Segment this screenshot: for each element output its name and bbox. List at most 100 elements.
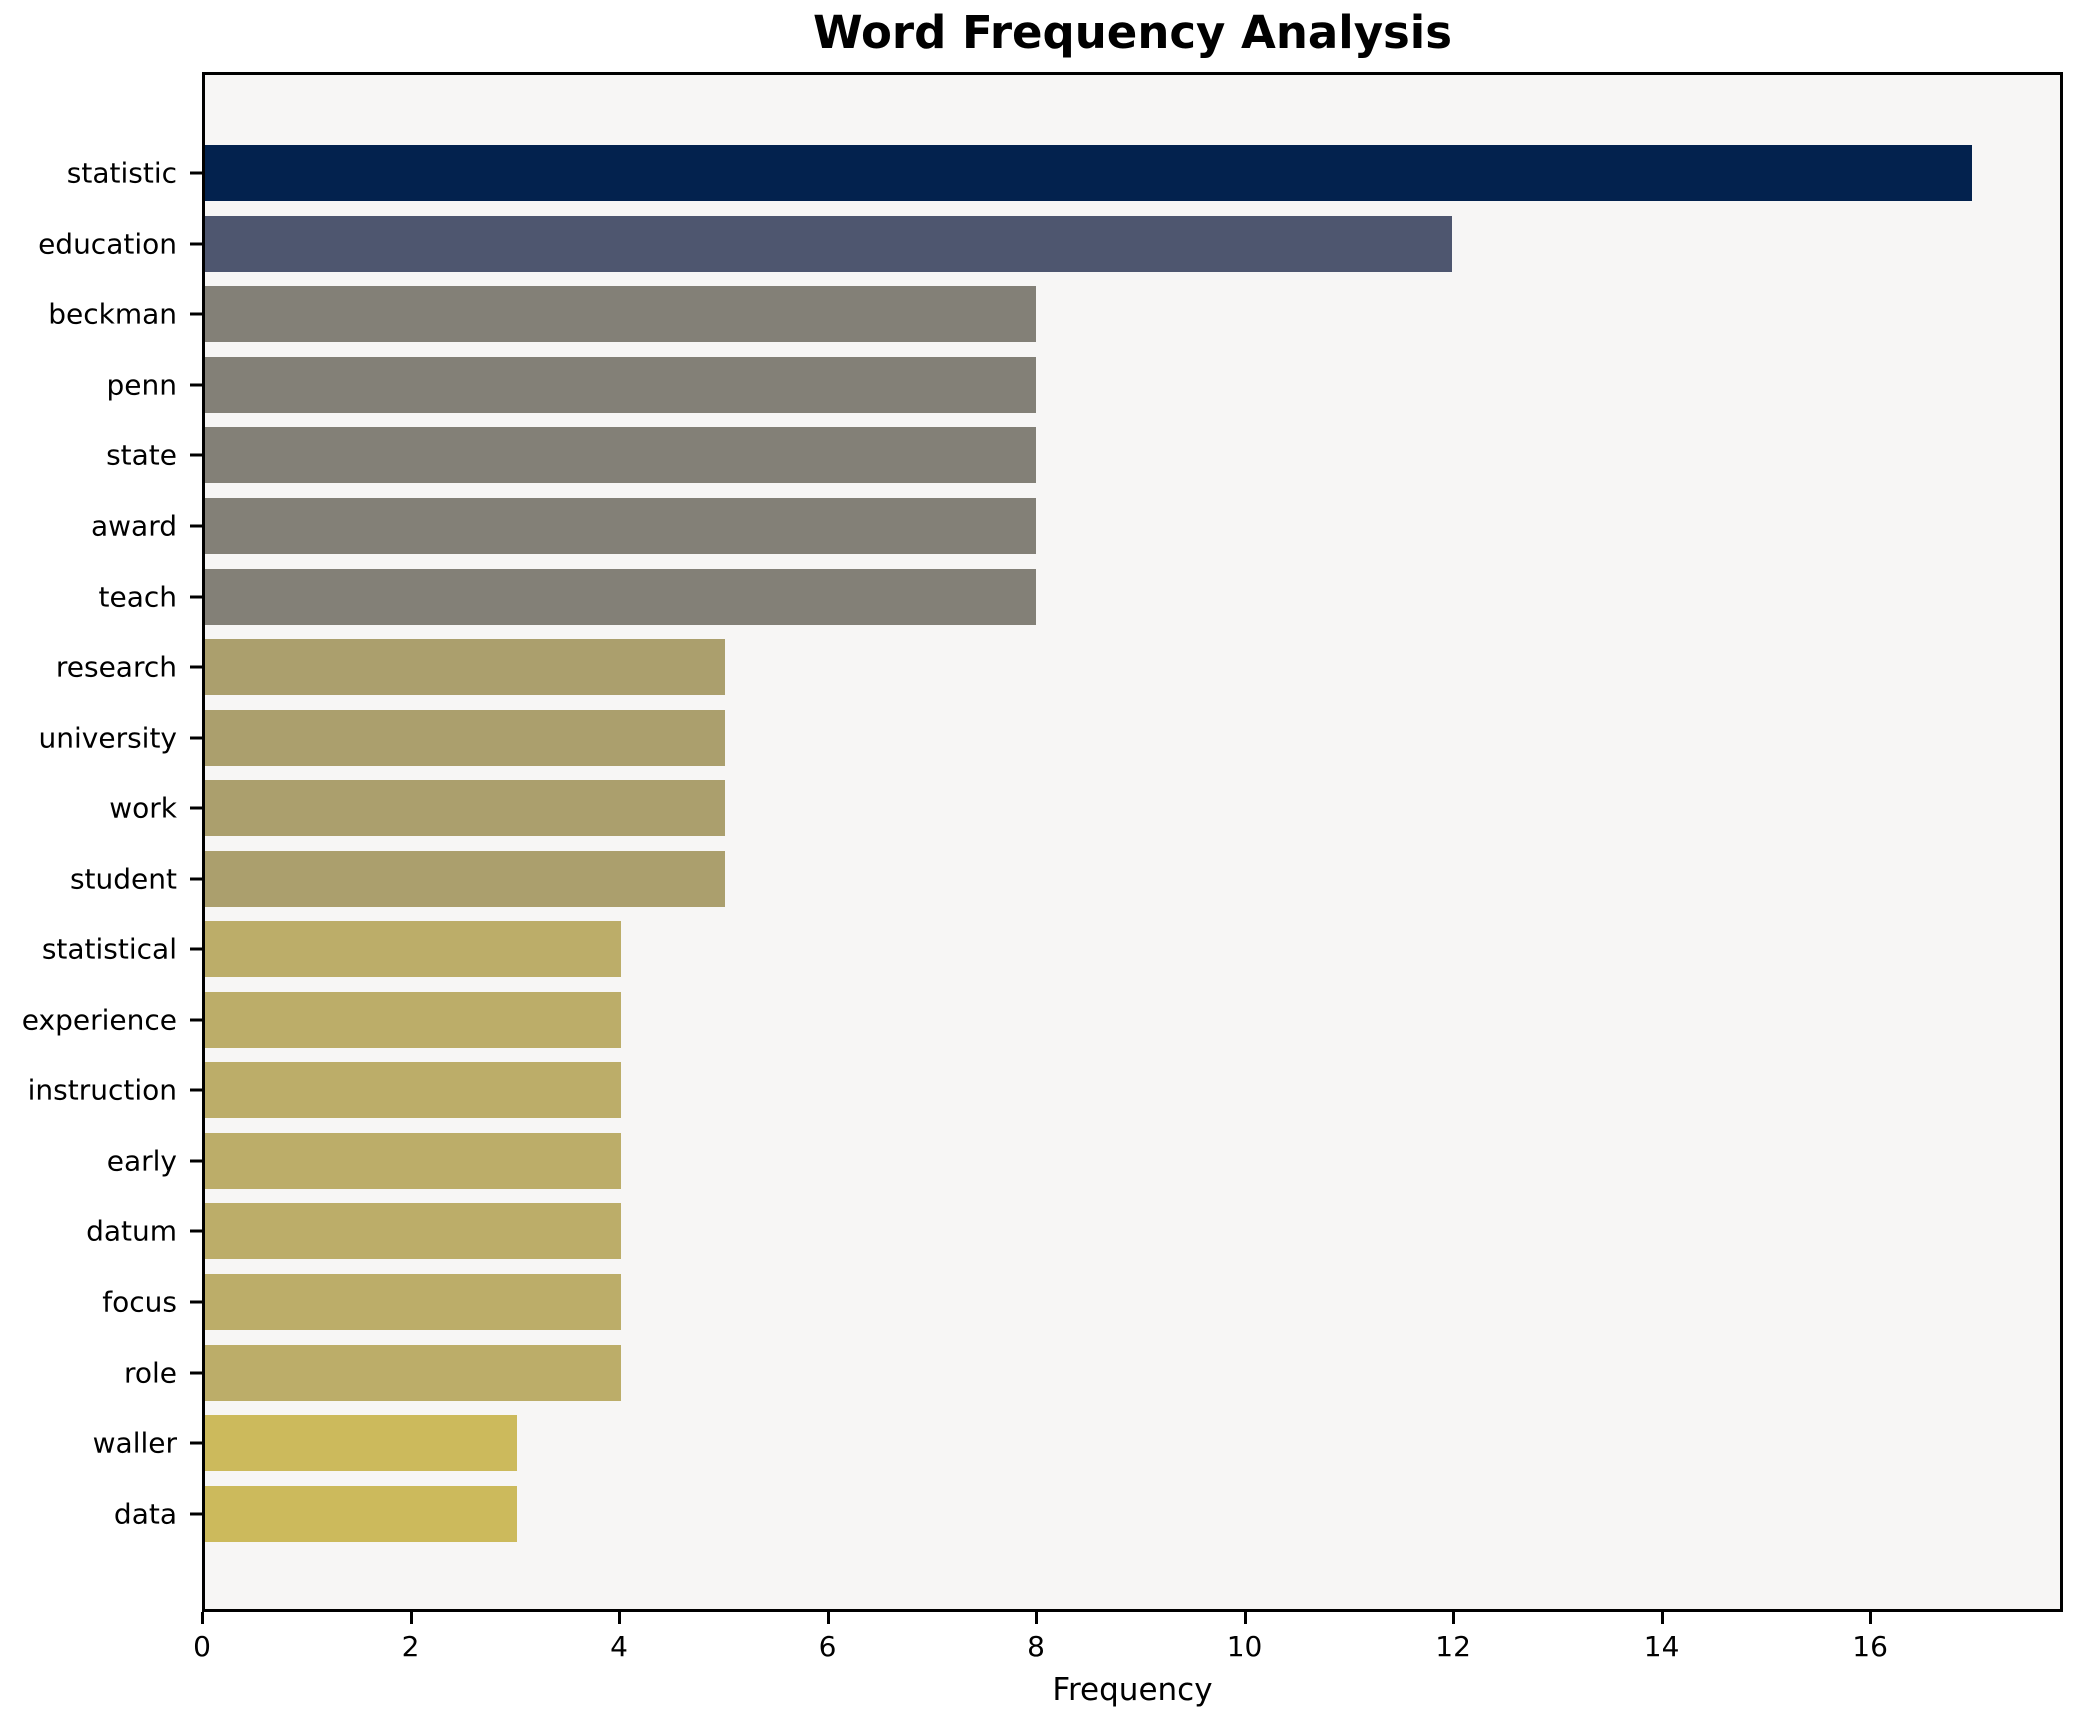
x-tick-label-16: 16 [1852, 1630, 1888, 1663]
bar-row-student: student [70, 843, 2060, 914]
bar-row-state: state [106, 420, 2060, 491]
y-tick-teach [190, 595, 202, 599]
y-tick-data [190, 1512, 202, 1516]
y-tick-focus [190, 1300, 202, 1304]
x-tick-mark-12 [1452, 1612, 1456, 1624]
bar-row-teach: teach [98, 561, 2060, 632]
bar-row-university: university [39, 702, 2060, 773]
x-tick-label-6: 6 [818, 1630, 837, 1663]
y-tick-work [190, 806, 202, 810]
bar-row-datum: datum [86, 1196, 2060, 1267]
y-tick-award [190, 524, 202, 528]
y-tick-experience [190, 1018, 202, 1022]
y-tick-research [190, 665, 202, 669]
bar-row-data: data [114, 1478, 2060, 1549]
chart-title: Word Frequency Analysis [812, 6, 1453, 59]
bar-education [205, 215, 1453, 272]
y-label-education: education [38, 227, 177, 261]
bar-teach [205, 568, 1037, 625]
y-label-penn: penn [106, 368, 178, 402]
y-label-teach: teach [98, 580, 177, 614]
bar-experience [205, 991, 621, 1048]
bar-statistical [205, 921, 621, 978]
x-tick-mark-2 [409, 1612, 413, 1624]
bar-datum [205, 1203, 621, 1260]
bar-row-beckman: beckman [48, 279, 2060, 350]
x-tick-label-12: 12 [1435, 1630, 1471, 1663]
y-label-state: state [106, 438, 177, 472]
y-label-research: research [55, 650, 177, 684]
x-tick-mark-10 [1243, 1612, 1247, 1624]
bar-row-statistical: statistical [42, 914, 2060, 985]
y-label-beckman: beckman [48, 297, 177, 331]
y-label-award: award [90, 509, 177, 543]
x-axis-label: Frequency [1052, 1672, 1213, 1708]
x-tick-mark-16 [1869, 1612, 1873, 1624]
x-tick-label-0: 0 [193, 1630, 211, 1663]
x-tick-label-4: 4 [610, 1630, 628, 1663]
x-tick-label-8: 8 [1027, 1630, 1045, 1663]
y-label-waller: waller [92, 1426, 177, 1460]
y-label-experience: experience [21, 1003, 177, 1037]
bar-early [205, 1132, 621, 1189]
bar-waller [205, 1415, 517, 1472]
bar-row-work: work [109, 773, 2060, 844]
bar-row-focus: focus [102, 1267, 2060, 1338]
bar-row-statistic: statistic [67, 138, 2060, 209]
y-label-student: student [69, 862, 177, 896]
x-tick-mark-6 [826, 1612, 830, 1624]
x-tick-mark-8 [1035, 1612, 1039, 1624]
bar-role [205, 1344, 621, 1401]
y-tick-student [190, 877, 202, 881]
y-tick-role [190, 1371, 202, 1375]
bar-state [205, 427, 1037, 484]
bar-instruction [205, 1062, 621, 1119]
bar-row-award: award [91, 491, 2060, 562]
bar-beckman [205, 286, 1037, 343]
y-label-statistic: statistic [66, 156, 177, 190]
plot-area: statistic education beckman penn state award t… [22, 72, 2063, 1612]
y-tick-beckman [190, 312, 202, 316]
x-tick-label-14: 14 [1643, 1630, 1680, 1663]
bar-row-penn: penn [107, 350, 2060, 421]
bar-focus [205, 1274, 621, 1331]
y-label-datum: datum [86, 1214, 177, 1248]
y-label-statistical: statistical [41, 932, 177, 966]
bar-row-instruction: instruction [28, 1055, 2060, 1126]
bar-data [205, 1485, 517, 1542]
x-tick-mark-14 [1660, 1612, 1664, 1624]
y-tick-education [190, 242, 202, 246]
x-tick-mark-4 [618, 1612, 622, 1624]
y-label-university: university [38, 721, 178, 755]
y-tick-penn [190, 383, 202, 387]
y-label-work: work [109, 791, 177, 825]
bar-row-research: research [56, 632, 2060, 703]
y-tick-early [190, 1159, 202, 1163]
bar-penn [205, 356, 1037, 413]
bar-work [205, 780, 725, 837]
y-tick-statistic [190, 171, 202, 175]
y-label-instruction: instruction [27, 1073, 177, 1107]
bar-award [205, 498, 1037, 554]
bar-statistic [205, 145, 1972, 202]
bar-rows: statistic education beckman penn state award t… [22, 75, 2060, 1609]
bar-row-role: role [124, 1337, 2060, 1408]
bar-row-early: early [107, 1126, 2060, 1197]
y-label-focus: focus [102, 1285, 177, 1319]
y-label-data: data [113, 1497, 177, 1531]
y-label-early: early [106, 1144, 177, 1178]
y-tick-datum [190, 1229, 202, 1233]
x-tick-label-10: 10 [1226, 1630, 1263, 1663]
bar-row-experience: experience [22, 985, 2060, 1056]
x-axis: 0 2 4 6 8 10 12 14 16 [193, 1612, 2063, 1682]
y-tick-instruction [190, 1088, 202, 1092]
y-tick-waller [190, 1441, 202, 1445]
y-tick-statistical [190, 947, 202, 951]
bar-row-waller: waller [93, 1408, 2060, 1479]
x-tick-label-2: 2 [401, 1630, 420, 1663]
bar-student [205, 850, 725, 907]
bar-university [205, 709, 725, 766]
x-tick-mark-0 [201, 1612, 204, 1624]
y-label-role: role [123, 1356, 177, 1390]
